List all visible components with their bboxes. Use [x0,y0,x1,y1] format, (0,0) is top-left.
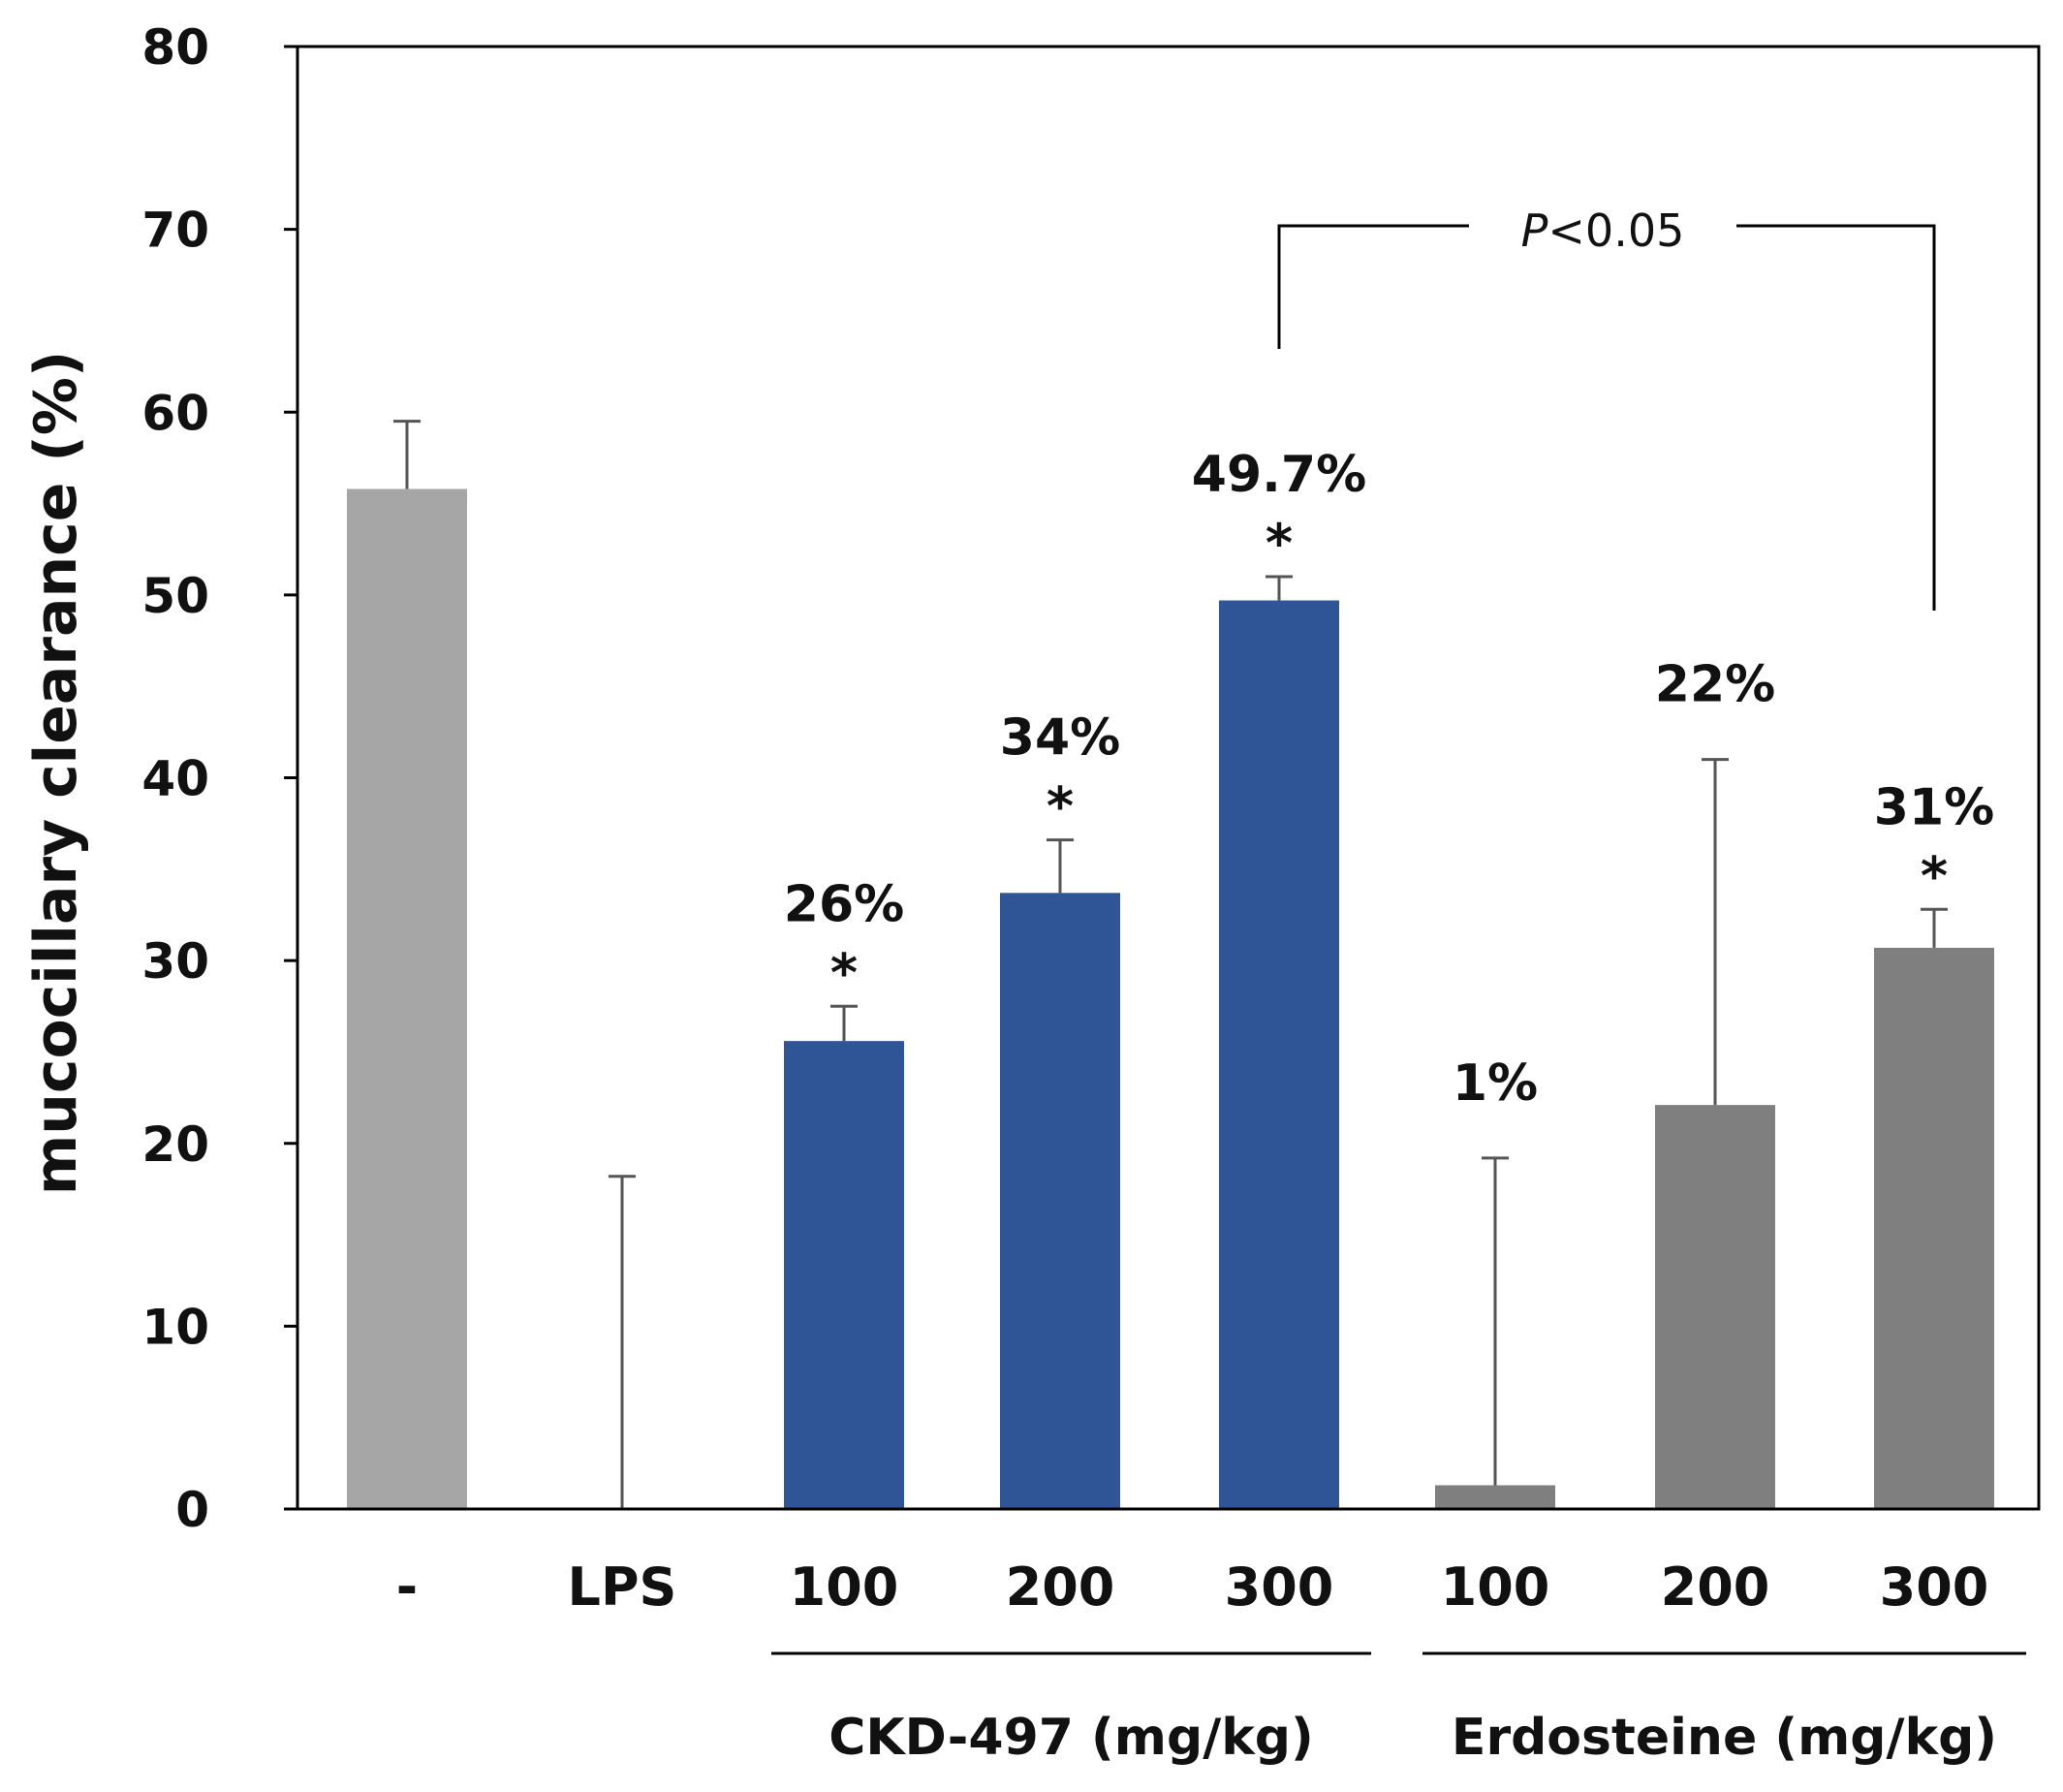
x-category-label: LPS [568,1556,677,1618]
x-axis: - LPS 100 200 300 100 200 300 [396,1556,1989,1618]
data-label: 31% [1874,778,1994,836]
error-bars [393,420,1948,1509]
data-labels: * 26% * 34% * 49.7% 1% 22% * 31% [784,446,1994,1113]
y-tick-label: 50 [141,568,209,624]
bracket-left [1277,224,1469,349]
x-category-label: 300 [1880,1556,1989,1618]
data-label: 1% [1453,1054,1538,1113]
y-tick-label: 10 [141,1299,209,1355]
data-label: 49.7% [1192,446,1366,504]
y-axis-title: mucocillary clearance (%) [22,351,90,1196]
y-tick-label: 0 [175,1482,209,1538]
y-tick-label: 80 [141,19,209,76]
significance-bracket: P<0.05 [1277,204,1936,611]
x-category-label: 100 [1441,1556,1550,1618]
y-axis: 0 10 20 30 40 50 60 70 80 [141,19,297,1538]
p-value-label: P<0.05 [1521,204,1685,257]
x-category-label: 200 [1661,1556,1770,1618]
y-tick-label: 20 [141,1116,209,1173]
significance-star: * [1047,776,1074,837]
bar [1655,1105,1775,1509]
y-tick-label: 30 [141,933,209,990]
data-label: 34% [1000,709,1120,768]
y-tick-label: 70 [141,203,209,259]
p-threshold: <0.05 [1547,204,1684,257]
bar [347,488,467,1509]
significance-star: * [830,942,858,1003]
bars [347,488,1994,1509]
group-labels: CKD-497 (mg/kg) Erdosteine (mg/kg) [771,1651,2026,1767]
bar [784,1041,904,1509]
bar [1000,893,1120,1509]
group-label: Erdosteine (mg/kg) [1452,1709,1997,1767]
significance-star: * [1266,513,1293,574]
x-category-label: 200 [1006,1556,1115,1618]
x-category-label: 100 [790,1556,899,1618]
bracket-right [1736,224,1936,611]
bar [1874,947,1994,1509]
x-category-label: - [396,1556,418,1618]
significance-star: * [1921,845,1948,906]
data-label: 26% [784,875,904,933]
data-label: 22% [1655,656,1775,714]
x-category-label: 300 [1225,1556,1334,1618]
y-tick-label: 40 [141,751,209,807]
plot-frame [296,45,2041,1511]
y-tick-label: 60 [141,385,209,441]
p-symbol: P [1521,204,1548,257]
group-label: CKD-497 (mg/kg) [828,1709,1314,1767]
bar [1219,600,1339,1509]
bar [1435,1485,1555,1509]
